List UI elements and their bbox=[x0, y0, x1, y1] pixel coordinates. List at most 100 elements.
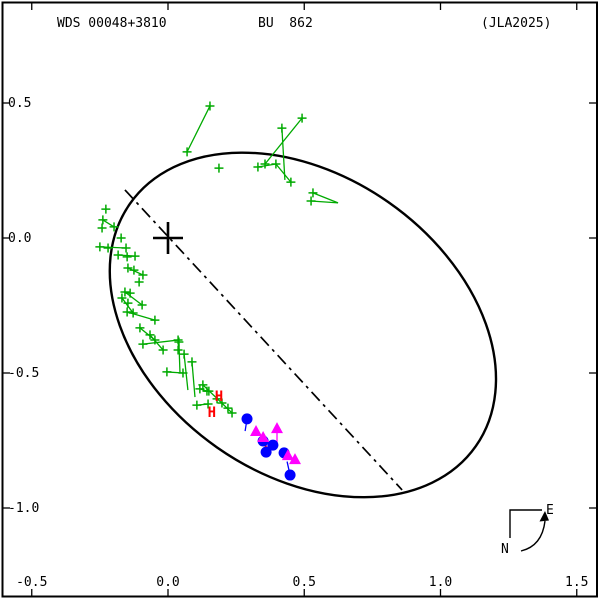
green-cross-marker bbox=[135, 323, 145, 333]
green-cross-marker bbox=[214, 163, 224, 173]
orientation-compass: E N bbox=[501, 503, 554, 557]
micrometric-measures-residual-line bbox=[186, 105, 211, 153]
green-cross-marker bbox=[97, 223, 107, 233]
green-cross-marker bbox=[145, 330, 155, 340]
green-cross-marker bbox=[158, 345, 168, 355]
micrometric-measures-residual-line bbox=[178, 341, 181, 374]
green-cross-marker bbox=[103, 243, 113, 253]
axis-ticks bbox=[3, 3, 596, 596]
magenta-triangle-marker bbox=[257, 430, 270, 442]
x-axis-tick-label: 1.0 bbox=[429, 575, 452, 590]
x-axis-tick-label: 0.0 bbox=[156, 575, 179, 590]
magenta-triangle-marker bbox=[288, 453, 301, 465]
y-axis-tick-label: -0.5 bbox=[8, 366, 39, 381]
micrometric-measures-residual-line bbox=[275, 163, 292, 183]
x-axis-tick-label: 1.5 bbox=[565, 575, 588, 590]
blue-circle-marker bbox=[284, 469, 296, 481]
blue-circle-marker bbox=[267, 439, 279, 451]
green-cross-marker bbox=[308, 188, 318, 198]
green-cross-marker bbox=[227, 408, 237, 418]
red-H-marker: H bbox=[215, 389, 223, 405]
green-cross-marker bbox=[122, 252, 132, 262]
green-cross-marker bbox=[125, 288, 135, 298]
magenta-triangle-marker bbox=[250, 425, 263, 437]
x-axis-tick-label: 0.5 bbox=[293, 575, 316, 590]
green-cross-marker bbox=[101, 204, 111, 214]
green-cross-marker bbox=[179, 349, 189, 359]
y-axis-tick-label: 0.0 bbox=[8, 231, 31, 246]
compass-arrowhead-icon bbox=[539, 511, 549, 522]
green-cross-marker bbox=[187, 357, 197, 367]
green-cross-marker bbox=[173, 345, 183, 355]
red-H-marker: H bbox=[208, 405, 216, 421]
title-wds-id: WDS 00048+3810 bbox=[57, 16, 167, 31]
interferometric-measures-layer bbox=[241, 413, 296, 481]
green-cross-marker bbox=[117, 293, 127, 303]
green-cross-marker bbox=[204, 386, 214, 396]
title-orbit-reference: (JLA2025) bbox=[481, 16, 551, 31]
green-cross-marker bbox=[223, 403, 233, 413]
micrometric-measures-residual-line bbox=[312, 192, 339, 204]
orbit-ellipse bbox=[108, 151, 498, 499]
micrometric-measures-residual-line bbox=[127, 267, 144, 276]
micrometric-measures-residual-line bbox=[264, 117, 303, 165]
x-axis-tick-label: -0.5 bbox=[16, 575, 47, 590]
green-cross-marker bbox=[98, 215, 108, 225]
green-cross-marker bbox=[116, 233, 126, 243]
axis-tick-labels: -0.5 0.0 0.5 1.0 1.5 0.5 0.0 -0.5 -1.0 bbox=[8, 96, 588, 590]
green-cross-marker bbox=[178, 368, 188, 378]
compass-north-label: N bbox=[501, 542, 509, 557]
green-cross-marker bbox=[162, 367, 172, 377]
green-cross-marker bbox=[138, 270, 148, 280]
title-discoverer-designation: BU 862 bbox=[258, 16, 313, 31]
green-cross-marker bbox=[120, 287, 130, 297]
green-cross-marker bbox=[297, 113, 307, 123]
green-cross-marker bbox=[173, 335, 183, 345]
micrometric-measures-residual-line bbox=[142, 339, 179, 345]
magenta-triangle-marker bbox=[271, 422, 283, 434]
green-cross-marker bbox=[138, 339, 148, 349]
green-cross-marker bbox=[260, 159, 270, 169]
blue-circle-marker bbox=[241, 413, 253, 425]
green-cross-marker bbox=[182, 147, 192, 157]
micrometric-measures-residual-line bbox=[281, 128, 286, 180]
micrometric-measures-residual-line bbox=[149, 334, 164, 351]
magenta-triangle-marker bbox=[281, 449, 294, 461]
green-cross-marker bbox=[192, 400, 202, 410]
green-cross-marker bbox=[129, 265, 139, 275]
green-cross-marker bbox=[150, 335, 160, 345]
green-cross-marker bbox=[203, 399, 213, 409]
micrometric-measures-residual-line bbox=[183, 354, 189, 391]
line-of-apsides bbox=[124, 189, 403, 491]
y-axis-tick-label: 0.5 bbox=[8, 96, 31, 111]
orbit-group bbox=[108, 151, 498, 499]
photographic-measures-layer bbox=[250, 422, 301, 465]
green-cross-marker bbox=[123, 263, 133, 273]
green-cross-marker bbox=[198, 380, 208, 390]
green-cross-marker bbox=[130, 251, 140, 261]
green-cross-marker bbox=[212, 394, 222, 404]
green-cross-marker bbox=[271, 159, 281, 169]
micrometric-measures-layer bbox=[95, 101, 318, 418]
compass-arrow-arc-icon bbox=[520, 520, 546, 552]
green-cross-marker bbox=[253, 162, 263, 172]
green-cross-marker bbox=[137, 300, 147, 310]
primary-star-cross bbox=[153, 222, 183, 254]
green-cross-marker bbox=[205, 101, 215, 111]
green-cross-marker bbox=[174, 337, 184, 347]
compass-east-label: E bbox=[546, 503, 554, 518]
blue-circle-marker bbox=[260, 446, 272, 458]
green-cross-marker bbox=[121, 243, 131, 253]
green-cross-marker bbox=[306, 196, 316, 206]
green-cross-marker bbox=[113, 250, 123, 260]
green-cross-marker bbox=[286, 177, 296, 187]
micrometric-measures-residual-line bbox=[102, 219, 115, 228]
micrometric-measures-residual-line bbox=[124, 291, 143, 306]
green-cross-marker bbox=[95, 242, 105, 252]
compass-axes-icon bbox=[509, 509, 542, 538]
green-cross-marker bbox=[128, 308, 138, 318]
y-axis-tick-label: -1.0 bbox=[8, 501, 39, 516]
